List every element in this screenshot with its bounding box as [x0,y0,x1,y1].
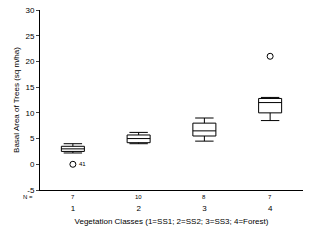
svg-text:Vegetation Classes (1=SS1; 2=S: Vegetation Classes (1=SS1; 2=SS2; 3=SS3;… [75,217,269,226]
svg-text:5: 5 [30,134,35,143]
svg-text:30: 30 [25,6,34,15]
svg-text:20: 20 [25,57,34,66]
svg-text:15: 15 [25,83,34,92]
svg-text:41: 41 [79,161,86,167]
svg-text:1: 1 [71,204,76,213]
svg-text:0: 0 [30,160,35,169]
svg-text:7: 7 [71,194,75,200]
svg-text:2: 2 [136,204,141,213]
svg-text:N =: N = [23,194,33,200]
svg-text:-5: -5 [27,186,35,195]
svg-text:10: 10 [25,109,34,118]
svg-text:10: 10 [135,194,142,200]
svg-text:8: 8 [202,194,206,200]
svg-text:7: 7 [268,194,272,200]
svg-text:3: 3 [202,204,207,213]
svg-text:25: 25 [25,32,34,41]
svg-text:Basal Area of Trees (sq m/ha): Basal Area of Trees (sq m/ha) [12,47,21,153]
svg-text:4: 4 [268,204,273,213]
